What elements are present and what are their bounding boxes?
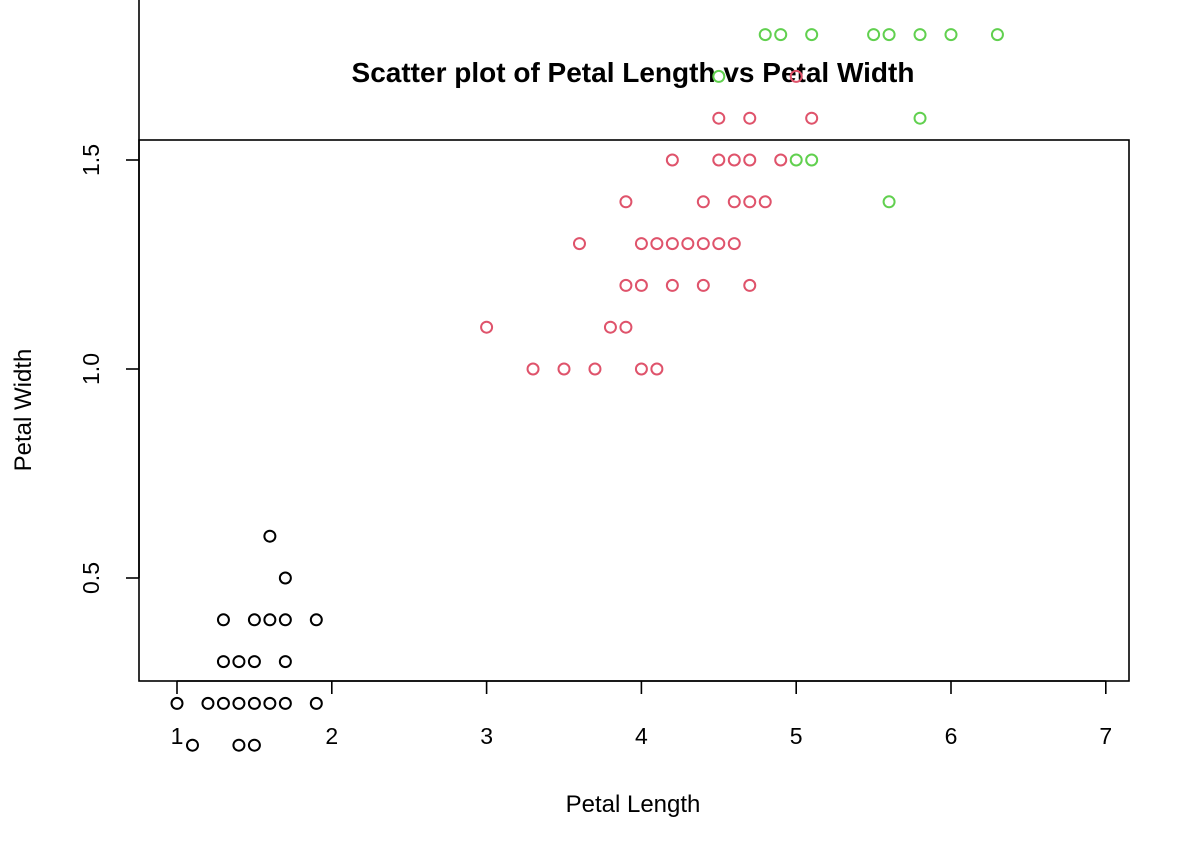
data-point	[867, 28, 881, 42]
data-point	[247, 696, 261, 710]
data-point	[727, 195, 741, 209]
data-point	[805, 153, 819, 167]
data-point	[789, 153, 803, 167]
y-tick-label: 1.0	[78, 353, 104, 385]
data-point	[309, 696, 323, 710]
data-point	[278, 613, 292, 627]
x-tick-label: 1	[171, 723, 184, 749]
data-point	[634, 362, 648, 376]
data-point	[650, 237, 664, 251]
data-point	[201, 696, 215, 710]
x-tick-label: 5	[790, 723, 803, 749]
data-point	[247, 613, 261, 627]
data-point	[216, 655, 230, 669]
data-point	[247, 655, 261, 669]
x-tick-label: 4	[635, 723, 648, 749]
data-point	[712, 111, 726, 125]
data-point	[944, 28, 958, 42]
data-point	[712, 153, 726, 167]
data-point	[743, 195, 757, 209]
data-point	[650, 362, 664, 376]
data-point	[665, 153, 679, 167]
data-point	[263, 529, 277, 543]
data-point	[278, 571, 292, 585]
data-point	[480, 320, 494, 334]
data-point	[634, 237, 648, 251]
data-point	[232, 738, 246, 752]
data-point	[619, 195, 633, 209]
x-tick-label: 2	[325, 723, 338, 749]
data-point	[681, 237, 695, 251]
x-tick-label: 7	[1099, 723, 1112, 749]
data-point	[696, 195, 710, 209]
series-3	[712, 28, 1004, 209]
data-point	[588, 362, 602, 376]
data-point	[696, 278, 710, 292]
x-tick-label: 6	[945, 723, 958, 749]
data-point	[526, 362, 540, 376]
data-point	[216, 696, 230, 710]
series-1	[170, 529, 323, 752]
data-point	[727, 237, 741, 251]
data-points	[170, 28, 1004, 752]
data-point	[216, 613, 230, 627]
data-point	[774, 28, 788, 42]
x-axis-label: Petal Length	[566, 791, 701, 818]
y-axis-label: Petal Width	[10, 349, 37, 472]
data-point	[727, 153, 741, 167]
data-point	[278, 655, 292, 669]
data-point	[557, 362, 571, 376]
data-point	[882, 28, 896, 42]
data-point	[696, 237, 710, 251]
data-point	[712, 69, 726, 83]
data-point	[913, 28, 927, 42]
y-tick-label: 0.5	[78, 562, 104, 594]
x-axis: 1 2 3 4 5 6 7	[171, 680, 1112, 749]
data-point	[263, 613, 277, 627]
data-point	[185, 738, 199, 752]
data-point	[619, 278, 633, 292]
plot-area-frame	[138, 139, 1130, 682]
data-point	[758, 195, 772, 209]
data-point	[774, 153, 788, 167]
y-axis: 0.51.01.52.02.5	[78, 0, 140, 594]
data-point	[805, 111, 819, 125]
data-point	[603, 320, 617, 334]
data-point	[743, 111, 757, 125]
data-point	[263, 696, 277, 710]
data-point	[170, 696, 184, 710]
data-point	[232, 696, 246, 710]
data-point	[913, 111, 927, 125]
data-point	[572, 237, 586, 251]
data-point	[634, 278, 648, 292]
series-2	[480, 69, 819, 376]
data-point	[665, 237, 679, 251]
chart-title: Scatter plot of Petal Length vs Petal Wi…	[352, 57, 915, 88]
data-point	[309, 613, 323, 627]
data-point	[247, 738, 261, 752]
data-point	[665, 278, 679, 292]
data-point	[232, 655, 246, 669]
data-point	[712, 237, 726, 251]
data-point	[278, 696, 292, 710]
x-tick-label: 3	[480, 723, 493, 749]
data-point	[743, 278, 757, 292]
data-point	[990, 28, 1004, 42]
data-point	[805, 28, 819, 42]
data-point	[743, 153, 757, 167]
data-point	[789, 69, 803, 83]
data-point	[619, 320, 633, 334]
data-point	[758, 28, 772, 42]
y-tick-label: 1.5	[78, 144, 104, 176]
data-point	[882, 195, 896, 209]
